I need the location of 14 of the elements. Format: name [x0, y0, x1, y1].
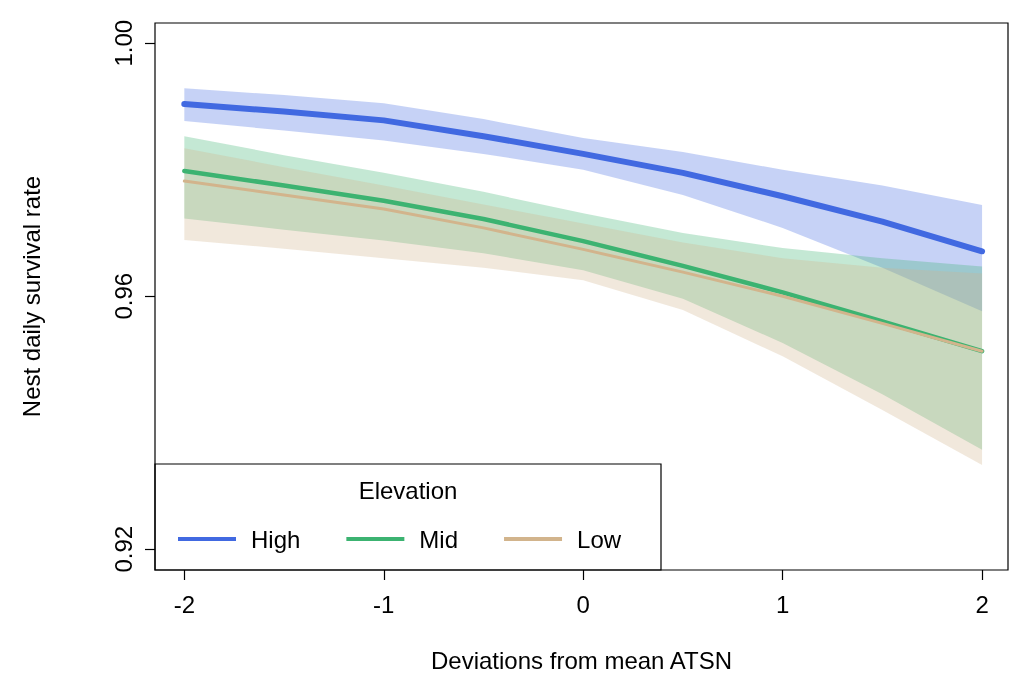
legend-label: Mid	[419, 525, 459, 553]
legend-label: Low	[577, 525, 622, 553]
x-tick-label: -2	[173, 590, 195, 618]
x-axis-title: Deviations from mean ATSN	[431, 646, 732, 674]
x-tick-label: 1	[775, 590, 790, 618]
x-tick-label: 2	[975, 590, 989, 618]
x-tick-label: 0	[576, 590, 590, 618]
x-tick-label: -1	[373, 590, 395, 618]
y-tick-label: 0.92	[109, 525, 137, 573]
y-axis-title: Nest daily survival rate	[17, 175, 45, 418]
y-tick-label: 1.00	[109, 19, 137, 67]
legend-title: Elevation	[358, 476, 458, 504]
legend-label: High	[251, 525, 301, 553]
y-tick-label: 0.96	[109, 272, 137, 320]
